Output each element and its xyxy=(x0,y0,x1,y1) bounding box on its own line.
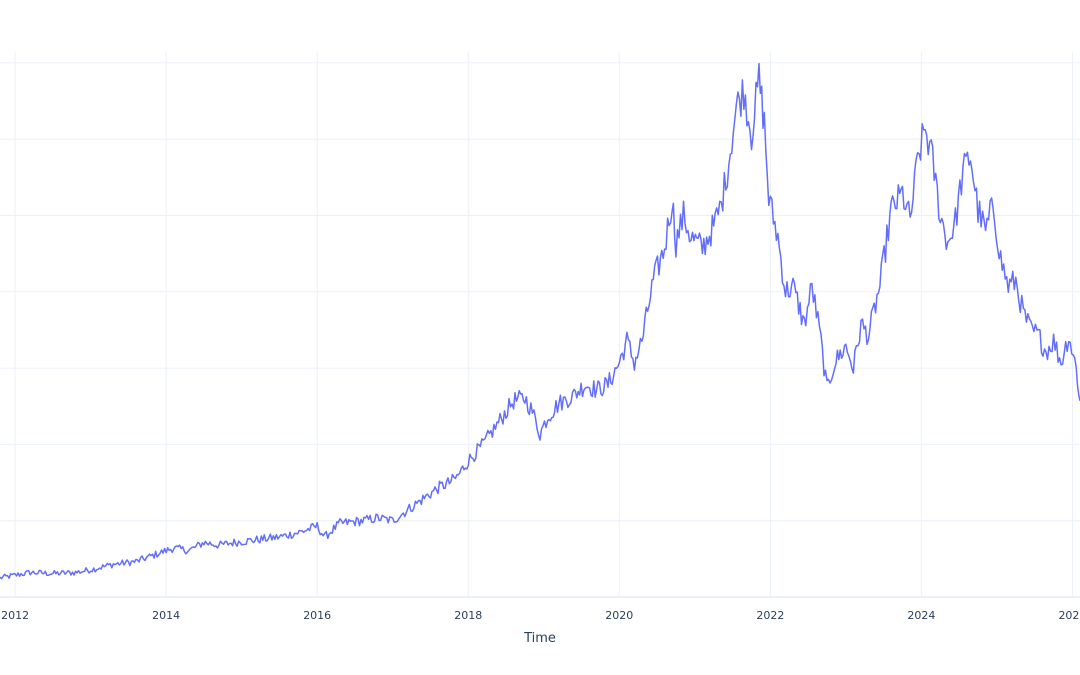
x-tick-labels: 2012 2014 2016 2018 2020 2022 2024 2026 xyxy=(1,609,1080,622)
x-tick-label: 2012 xyxy=(1,609,29,622)
series-line xyxy=(0,62,1080,580)
series-layer xyxy=(0,62,1080,580)
y-gridlines xyxy=(0,62,1080,598)
x-tick-label: 2022 xyxy=(756,609,784,622)
x-gridlines xyxy=(14,52,1073,597)
x-axis-title: Time xyxy=(523,631,556,646)
x-tick-label: 2014 xyxy=(152,609,180,622)
x-tick-label: 2024 xyxy=(907,609,935,622)
x-tick-label: 2020 xyxy=(605,609,633,622)
x-tick-label: 2018 xyxy=(454,609,482,622)
x-tick-label: 2026 xyxy=(1058,609,1080,622)
x-tick-label: 2016 xyxy=(303,609,331,622)
